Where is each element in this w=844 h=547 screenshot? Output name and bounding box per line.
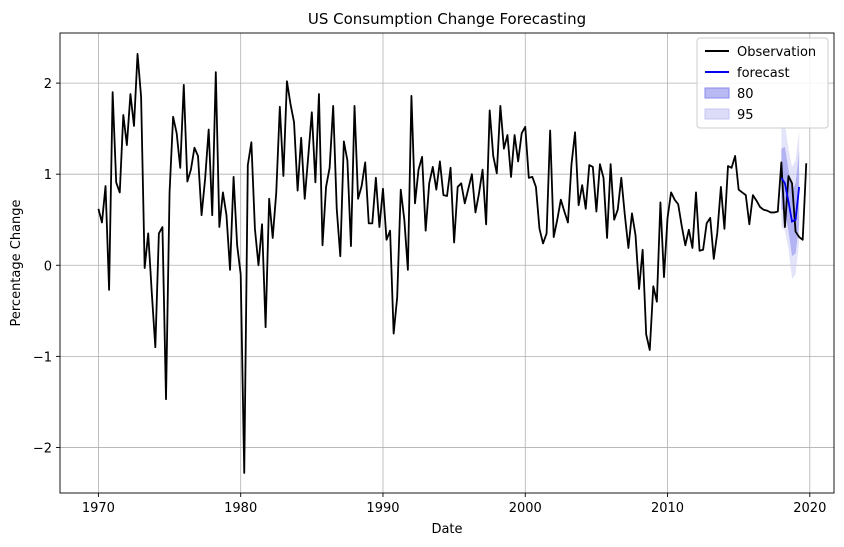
y-tick-label: −1 xyxy=(33,350,52,365)
series-line-observation xyxy=(97,53,808,474)
plot-frame xyxy=(59,32,835,494)
legend-label: 95 xyxy=(737,108,754,123)
legend-box xyxy=(696,37,829,129)
series-line-forecast xyxy=(780,177,801,223)
x-axis-ticks: 1970 1980 1990 2000 2010 2020 xyxy=(82,493,826,516)
legend-item: forecast xyxy=(705,66,790,81)
x-tick-label: 1980 xyxy=(224,501,257,516)
legend-items: Observation forecast 80 95 xyxy=(704,45,816,123)
x-tick-label: 1990 xyxy=(366,501,399,516)
y-tick-label: 0 xyxy=(44,259,52,274)
legend-item: 80 xyxy=(704,87,754,102)
x-tick-label: 2020 xyxy=(793,501,826,516)
legend: Observation forecast 80 95 xyxy=(696,37,829,129)
band95-layer xyxy=(781,124,800,279)
legend-item: 95 xyxy=(704,108,754,123)
x-tick-label: 1970 xyxy=(82,501,115,516)
y-axis-ticks: −2 −1 0 1 2 xyxy=(33,77,60,456)
x-tick-label: 2010 xyxy=(651,501,684,516)
y-axis-title: Percentage Change xyxy=(9,199,24,326)
y-tick-label: −2 xyxy=(33,441,52,456)
legend-swatch-patch xyxy=(704,87,730,99)
legend-swatch-patch xyxy=(704,108,730,120)
chart-title: US Consumption Change Forecasting xyxy=(308,10,586,28)
y-tick-label: 2 xyxy=(44,77,52,92)
legend-label: Observation xyxy=(737,45,816,60)
x-axis-title: Date xyxy=(431,522,462,537)
x-tick-label: 2000 xyxy=(509,501,542,516)
y-tick-label: 1 xyxy=(44,168,52,183)
series-layer xyxy=(97,53,808,474)
legend-label: 80 xyxy=(737,87,754,102)
legend-label: forecast xyxy=(737,66,790,81)
forecast-band-95 xyxy=(781,124,800,279)
legend-item: Observation xyxy=(705,45,816,60)
